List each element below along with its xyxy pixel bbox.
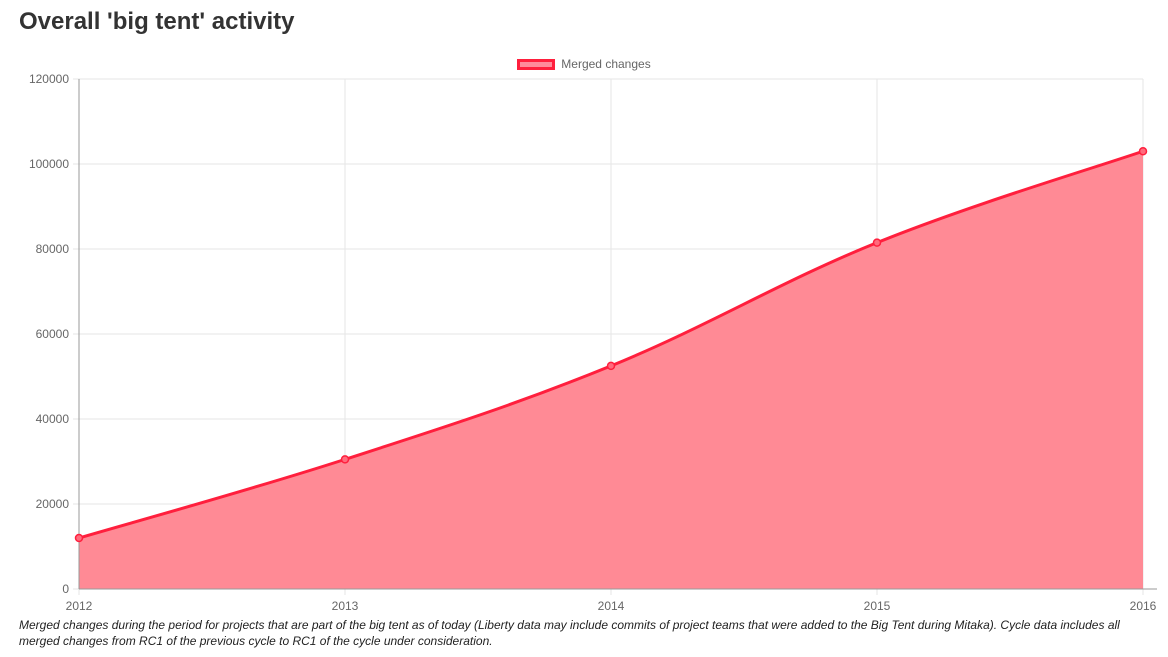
x-tick-label: 2014 bbox=[598, 599, 625, 613]
y-tick-label: 20000 bbox=[36, 497, 70, 511]
page-title: Overall 'big tent' activity bbox=[19, 8, 295, 35]
tick-labels: 0 20000 40000 60000 80000 100000 120000 2012 201… bbox=[29, 72, 1157, 613]
x-tick-label: 2013 bbox=[332, 599, 359, 613]
x-tick-label: 2015 bbox=[864, 599, 891, 613]
data-point-2014[interactable] bbox=[606, 361, 616, 371]
chart-legend[interactable]: Merged changes bbox=[0, 55, 1168, 73]
chart-caption: Merged changes during the period for pro… bbox=[19, 618, 1120, 648]
data-point-2012[interactable] bbox=[74, 533, 84, 543]
x-tick-label: 2012 bbox=[66, 599, 93, 613]
data-point-2013[interactable] bbox=[340, 455, 350, 464]
data-point-2015[interactable] bbox=[872, 238, 882, 247]
axes bbox=[78, 79, 1157, 590]
y-tick-label: 60000 bbox=[36, 327, 70, 341]
y-tick-label: 0 bbox=[62, 582, 69, 596]
x-tick-label: 2016 bbox=[1130, 599, 1157, 613]
y-tick-label: 80000 bbox=[36, 242, 70, 256]
legend-swatch-merged-changes bbox=[517, 58, 556, 70]
legend-label-merged-changes: Merged changes bbox=[561, 57, 651, 71]
y-tick-label: 120000 bbox=[29, 72, 69, 86]
y-tick-label: 40000 bbox=[36, 412, 70, 426]
data-point-2016[interactable] bbox=[1138, 147, 1148, 156]
data-points[interactable] bbox=[74, 147, 1148, 543]
y-tick-label: 100000 bbox=[29, 157, 69, 171]
